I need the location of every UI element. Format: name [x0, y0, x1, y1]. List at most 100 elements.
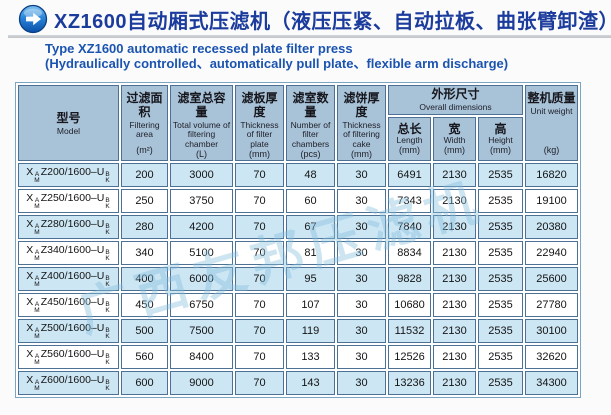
col-header-cake-thickness: 滤饼厚度 Thickness of filtering cake (mm): [337, 85, 386, 161]
value-cell: 25600: [525, 266, 578, 291]
value-cell: 7500: [170, 318, 233, 343]
value-cell: 2535: [478, 344, 523, 369]
value-cell: 2130: [433, 344, 476, 369]
value-cell: 70: [235, 188, 284, 213]
subtitle-en: Type XZ1600 automatic recessed plate fil…: [45, 41, 508, 71]
value-cell: 70: [235, 344, 284, 369]
col-header-height: 高 Height (mm): [478, 116, 523, 161]
value-cell: 30: [337, 240, 386, 265]
value-cell: 32620: [525, 344, 578, 369]
value-cell: 11532: [388, 318, 431, 343]
value-cell: 7343: [388, 188, 431, 213]
col-header-plate-thickness: 滤板厚度 Thickness of filter plate (mm): [235, 85, 284, 161]
col-model-en: Model: [56, 125, 81, 136]
table-row: X A M Z280/1600–U B K 280 4200 70 67 30 7840 2130 253…: [18, 214, 578, 239]
value-cell: 250: [121, 188, 168, 213]
value-cell: 30: [337, 214, 386, 239]
title-divider: [8, 35, 611, 38]
value-cell: 500: [121, 318, 168, 343]
subtitle-line-2: (Hydraulically controlled、automatically …: [45, 56, 509, 71]
col-header-width: 宽 Width (mm): [433, 116, 476, 161]
model-cell: X A M Z500/1600–U B K: [18, 318, 119, 343]
value-cell: 9828: [388, 266, 431, 291]
value-cell: 34300: [525, 370, 578, 395]
value-cell: 107: [286, 292, 335, 317]
value-cell: 3750: [170, 188, 233, 213]
subtitle-line-1: Type XZ1600 automatic recessed plate fil…: [45, 41, 353, 56]
value-cell: 30: [337, 162, 386, 187]
spec-table-head: 型号 Model 过滤面积 Filtering area (m²) 滤室总容量 …: [18, 85, 578, 161]
value-cell: 30: [337, 266, 386, 291]
model-cell: X A M Z280/1600–U B K: [18, 214, 119, 239]
value-cell: 70: [235, 370, 284, 395]
col-header-unit-weight: 整机质量 Unit weight (kg): [525, 85, 578, 161]
value-cell: 6491: [388, 162, 431, 187]
value-cell: 70: [235, 162, 284, 187]
col-header-overall-dimensions: 外形尺寸 Overall dimensions: [388, 85, 523, 115]
value-cell: 340: [121, 240, 168, 265]
value-cell: 10680: [388, 292, 431, 317]
value-cell: 95: [286, 266, 335, 291]
value-cell: 119: [286, 318, 335, 343]
value-cell: 30: [337, 370, 386, 395]
table-row: X A M Z450/1600–U B K 450 6750 70 107 30 10680 2130 2…: [18, 292, 578, 317]
value-cell: 4200: [170, 214, 233, 239]
value-cell: 280: [121, 214, 168, 239]
value-cell: 200: [121, 162, 168, 187]
table-row: X A M Z200/1600–U B K 200 3000 70 48 30 6491 2130 253…: [18, 162, 578, 187]
value-cell: 9000: [170, 370, 233, 395]
value-cell: 2535: [478, 214, 523, 239]
page-title: XZ1600自动厢式压滤机（液压压紧、自动拉板、曲张臂卸渣）: [54, 10, 611, 33]
value-cell: 20380: [525, 214, 578, 239]
value-cell: 13236: [388, 370, 431, 395]
value-cell: 30: [337, 292, 386, 317]
value-cell: 2535: [478, 292, 523, 317]
value-cell: 6000: [170, 266, 233, 291]
model-cell: X A M Z250/1600–U B K: [18, 188, 119, 213]
value-cell: 3000: [170, 162, 233, 187]
spec-table-body: X A M Z200/1600–U B K 200 3000 70 48 30 6491 2130 253…: [18, 162, 578, 395]
value-cell: 2535: [478, 162, 523, 187]
value-cell: 30: [337, 318, 386, 343]
col-model-cn: 型号: [56, 110, 81, 125]
value-cell: 2130: [433, 266, 476, 291]
value-cell: 70: [235, 214, 284, 239]
model-cell: X A M Z450/1600–U B K: [18, 292, 119, 317]
value-cell: 81: [286, 240, 335, 265]
value-cell: 2130: [433, 188, 476, 213]
value-cell: 70: [235, 266, 284, 291]
value-cell: 2535: [478, 188, 523, 213]
value-cell: 70: [235, 292, 284, 317]
value-cell: 16820: [525, 162, 578, 187]
value-cell: 60: [286, 188, 335, 213]
right-arrow-icon: [18, 4, 48, 34]
table-row: X A M Z600/1600–U B K 600 9000 70 143 30 13236 2130 2…: [18, 370, 578, 395]
value-cell: 2130: [433, 292, 476, 317]
value-cell: 5100: [170, 240, 233, 265]
table-row: X A M Z340/1600–U B K 340 5100 70 81 30 8834 2130 253…: [18, 240, 578, 265]
table-row: X A M Z250/1600–U B K 250 3750 70 60 30 7343 2130 253…: [18, 188, 578, 213]
col-header-model: 型号 Model: [18, 85, 119, 161]
value-cell: 70: [235, 240, 284, 265]
value-cell: 2130: [433, 370, 476, 395]
value-cell: 30100: [525, 318, 578, 343]
value-cell: 22940: [525, 240, 578, 265]
value-cell: 7840: [388, 214, 431, 239]
col-header-chamber-count: 滤室数量 Number of filter chambers (pcs): [286, 85, 335, 161]
title-row: XZ1600自动厢式压滤机（液压压紧、自动拉板、曲张臂卸渣）: [18, 4, 611, 34]
value-cell: 450: [121, 292, 168, 317]
table-row: X A M Z560/1600–U B K 560 8400 70 133 30 12526 2130 2…: [18, 344, 578, 369]
value-cell: 560: [121, 344, 168, 369]
